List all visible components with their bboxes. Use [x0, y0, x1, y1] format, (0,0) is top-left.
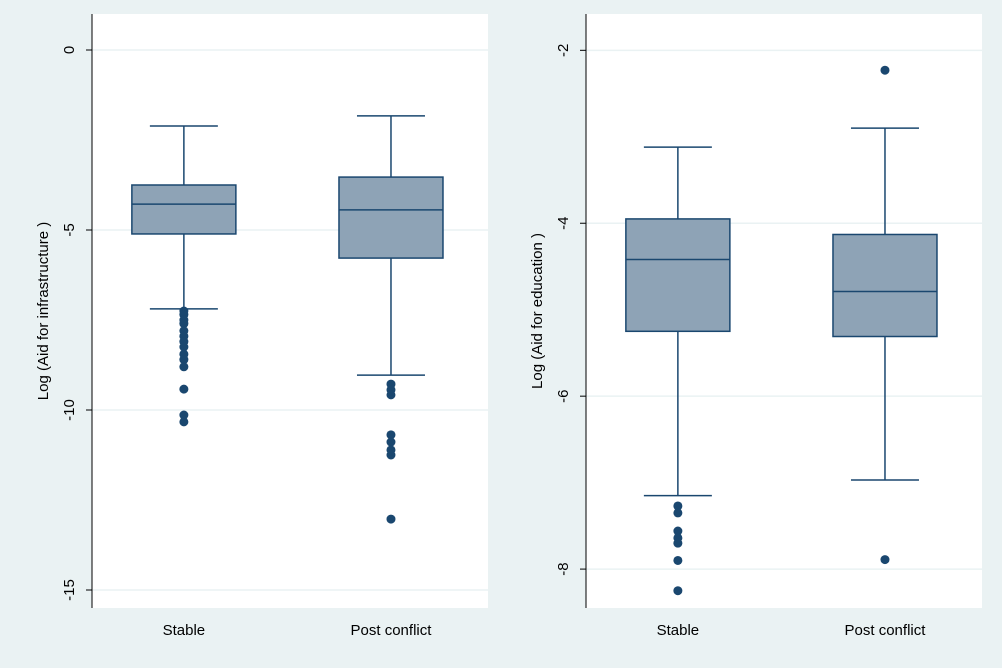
box — [131, 184, 237, 235]
x-tick-label: Stable — [657, 622, 700, 639]
outlier — [179, 342, 189, 352]
outlier — [179, 417, 189, 427]
y-tick-label: -6 — [555, 389, 572, 402]
outlier — [673, 586, 683, 596]
box — [832, 233, 938, 338]
outlier — [880, 65, 890, 75]
outlier — [673, 526, 683, 536]
outlier — [179, 355, 189, 365]
outlier — [179, 410, 189, 420]
y-tick-label: -2 — [555, 44, 572, 57]
y-axis-title: Log (Aid for education ) — [529, 233, 546, 389]
outlier — [673, 538, 683, 548]
y-axis-title: Log (Aid for infrastructure ) — [35, 222, 52, 400]
outlier — [673, 508, 683, 518]
y-tick-label: -5 — [61, 223, 78, 236]
outlier — [179, 384, 189, 394]
plot-area — [92, 14, 488, 608]
outlier — [386, 390, 396, 400]
outlier — [386, 514, 396, 524]
outlier — [179, 362, 189, 372]
x-tick-label: Post conflict — [845, 622, 927, 639]
y-tick-label: 0 — [61, 46, 78, 54]
x-tick-label: Stable — [163, 622, 206, 639]
outlier — [386, 450, 396, 460]
y-tick-label: -10 — [61, 399, 78, 421]
outlier — [386, 430, 396, 440]
y-tick-label: -4 — [555, 217, 572, 230]
y-tick-label: -15 — [61, 579, 78, 601]
x-tick-label: Post conflict — [351, 622, 433, 639]
outlier — [386, 437, 396, 447]
box — [625, 218, 731, 333]
outlier — [673, 555, 683, 565]
outlier — [673, 501, 683, 511]
outlier — [880, 555, 890, 565]
y-tick-label: -8 — [555, 562, 572, 575]
box — [338, 176, 444, 259]
outlier — [179, 319, 189, 329]
